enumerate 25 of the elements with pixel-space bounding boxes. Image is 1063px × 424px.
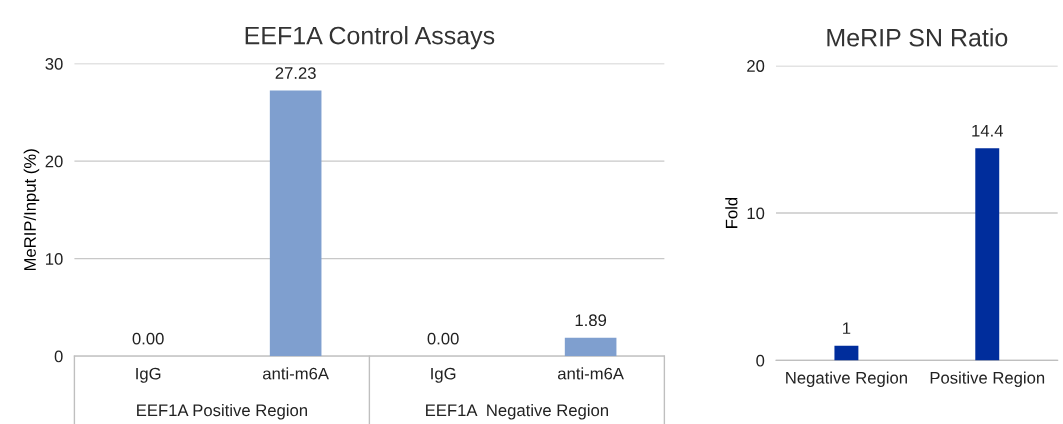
text: EEF1A Negative Region [426,403,608,420]
chart-title: EEF1A Control Assays [245,26,495,50]
y-tick-label: 10 [46,253,63,265]
text: EEF1A Positive Region [137,403,307,420]
y-tick-label: 10 [747,207,765,220]
y-tick-label: 20 [45,155,63,168]
y-tick-label: 30 [45,58,63,70]
y-axis-title: MeRIP/Input (%) [23,149,40,271]
y-tick-label: 0 [756,354,765,367]
x-tick-label: IgG [431,367,456,383]
chart-title: MeRIP SN Ratio [827,28,1008,47]
y-tick-label: 20 [747,60,765,72]
data-label: 14.4 [972,124,1003,137]
data-label: 27.23 [275,67,316,79]
data-label: 1 [843,322,851,334]
x-tick-label: anti-m6A [263,367,329,380]
y-axis-title: Fold [725,197,738,228]
x-tick-label: Negative Region [786,371,907,388]
data-label: 0.00 [427,332,459,345]
y-tick-label: 0 [54,350,63,363]
x-tick-label: Positive Region [930,371,1045,388]
data-label: 0.00 [132,332,164,345]
data-label: 1.89 [575,314,607,327]
x-tick-label: IgG [136,367,161,383]
x-tick-label: anti-m6A [557,367,624,380]
